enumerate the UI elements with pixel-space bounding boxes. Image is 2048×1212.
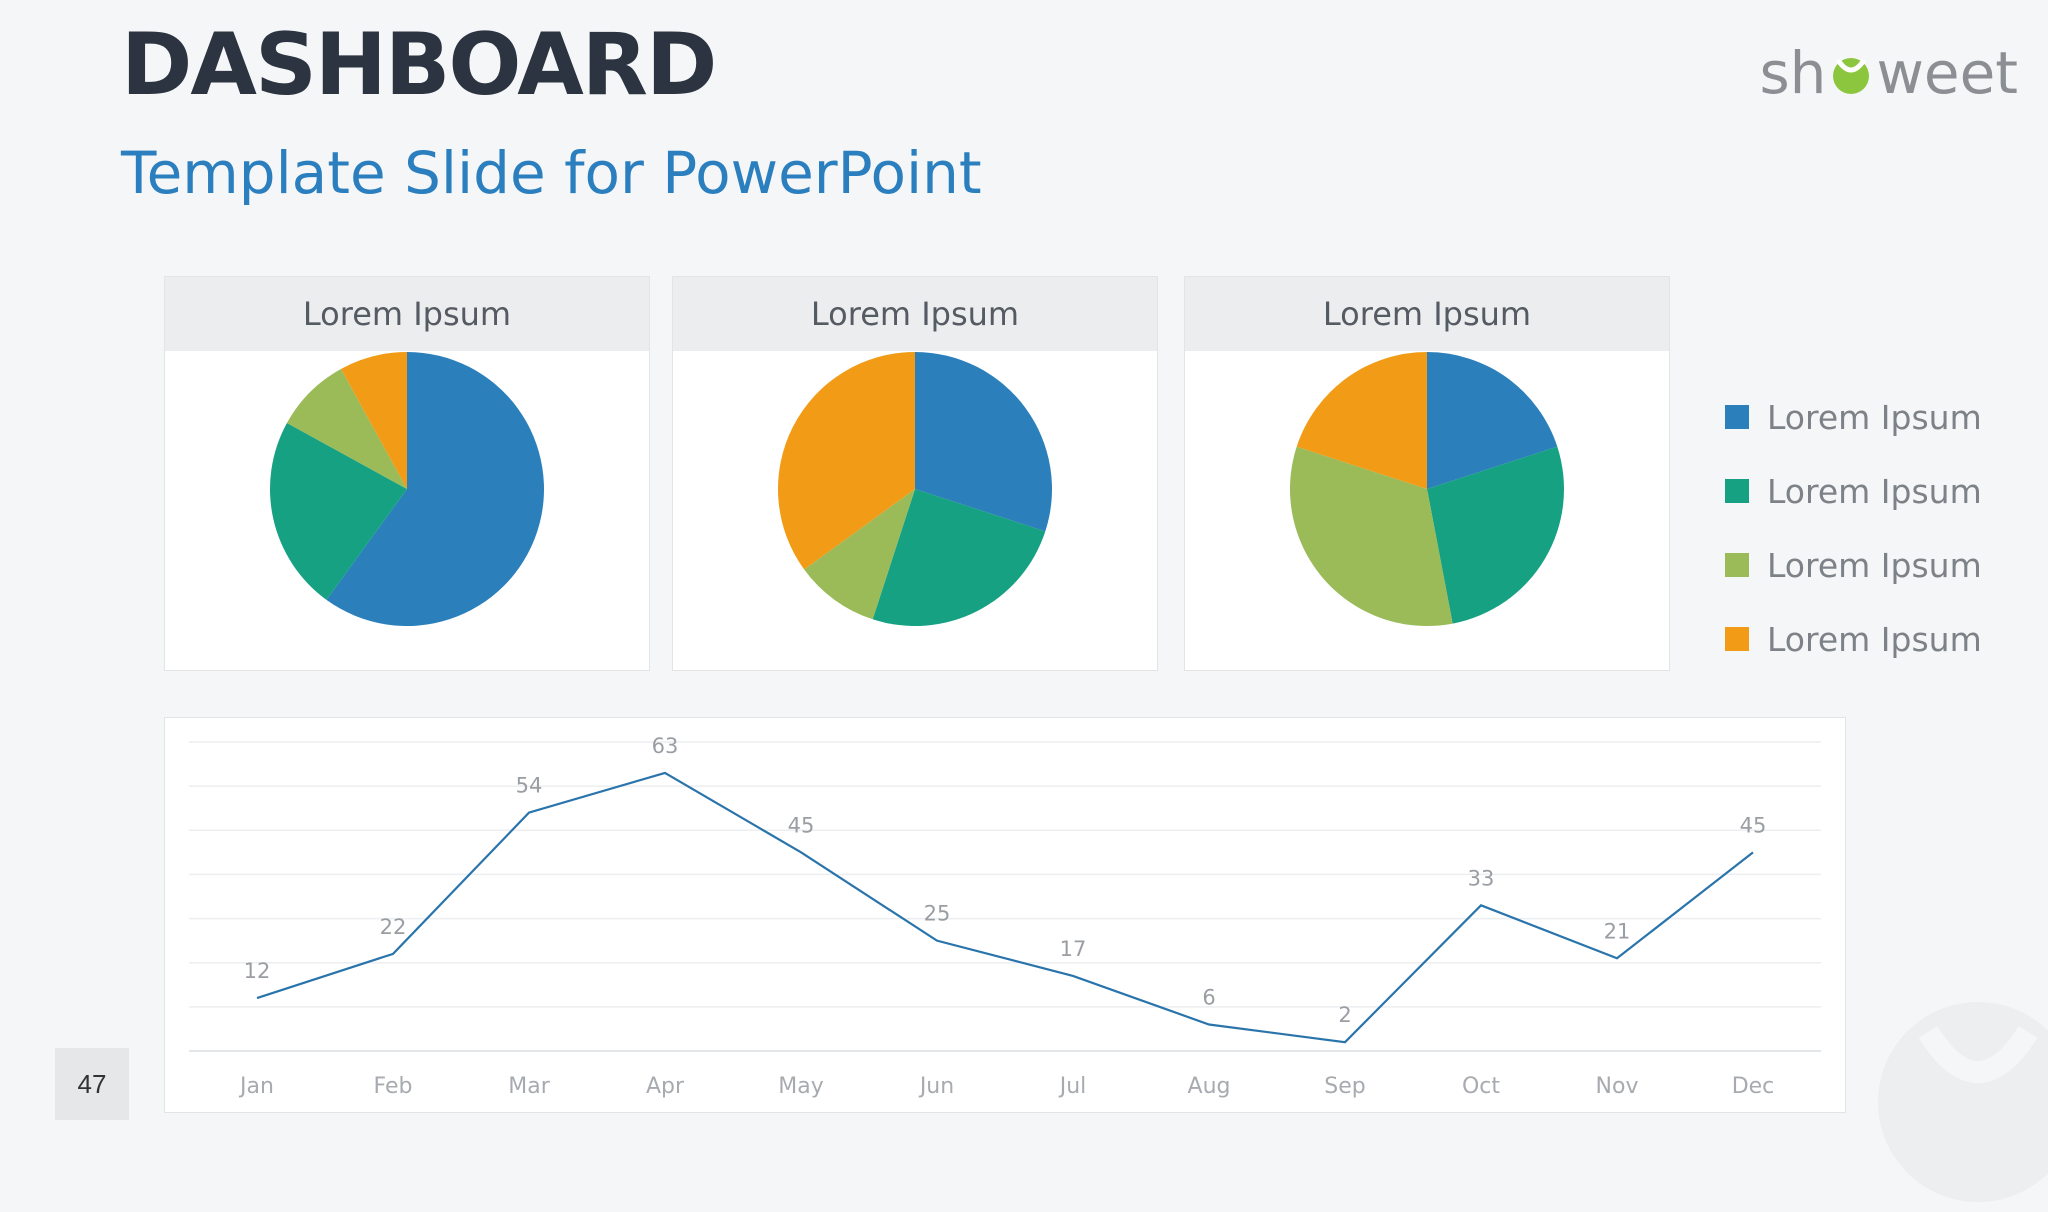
legend-swatch	[1725, 479, 1749, 503]
pie-slice	[915, 352, 1052, 532]
x-tick-label: Sep	[1324, 1074, 1365, 1099]
data-label: 17	[1060, 937, 1087, 961]
pie-slice	[1427, 446, 1564, 624]
x-tick-label: Aug	[1188, 1074, 1231, 1099]
legend-label: Lorem Ipsum	[1767, 397, 1982, 437]
x-tick-label: Jul	[1058, 1074, 1087, 1099]
legend-label: Lorem Ipsum	[1767, 545, 1982, 585]
pie-chart-3	[1290, 352, 1564, 626]
legend-item: Lorem Ipsum	[1725, 454, 1982, 528]
chart-legend: Lorem Ipsum Lorem Ipsum Lorem Ipsum Lore…	[1725, 380, 1982, 676]
page-subtitle: Template Slide for PowerPoint	[121, 139, 982, 207]
pie-panel-1: Lorem Ipsum	[164, 276, 650, 671]
x-tick-label: Jun	[918, 1074, 954, 1099]
x-tick-label: Apr	[646, 1074, 685, 1099]
pie-slice	[1290, 446, 1453, 626]
line-chart-panel: 12 22 54 63 45 25 17 6 2 33 21 45 Jan Feb Mar Apr May Jun…	[164, 717, 1846, 1113]
x-tick-label: Nov	[1596, 1074, 1639, 1099]
pie-panel-3: Lorem Ipsum	[1184, 276, 1670, 671]
logo-text-end: weet	[1876, 39, 2018, 107]
pie-slice	[804, 489, 915, 620]
pie-slice	[872, 489, 1046, 626]
data-label: 6	[1202, 986, 1215, 1010]
pie-slice	[1296, 352, 1427, 489]
pie-chart-1	[270, 352, 544, 626]
pie-title-2: Lorem Ipsum	[673, 277, 1157, 351]
pie-title-1: Lorem Ipsum	[165, 277, 649, 351]
series-line	[256, 771, 1754, 1044]
data-label: 12	[244, 959, 271, 983]
pie-slice	[340, 352, 407, 489]
data-label: 63	[652, 734, 679, 758]
data-label: 33	[1468, 866, 1495, 890]
pie-title-3: Lorem Ipsum	[1185, 277, 1669, 351]
data-label: 21	[1604, 919, 1631, 943]
brand-logo: sh weet	[1759, 44, 2018, 102]
legend-item: Lorem Ipsum	[1725, 528, 1982, 602]
x-tick-label: Oct	[1462, 1074, 1500, 1099]
logo-text-start: sh	[1759, 39, 1827, 107]
pie-slice	[286, 368, 407, 489]
data-label: 54	[516, 774, 543, 798]
legend-item: Lorem Ipsum	[1725, 380, 1982, 454]
legend-swatch	[1725, 553, 1749, 577]
x-tick-label: Dec	[1732, 1074, 1775, 1099]
data-label: 22	[380, 915, 407, 939]
legend-item: Lorem Ipsum	[1725, 602, 1982, 676]
x-tick-label: Jan	[238, 1074, 274, 1099]
line-chart: 12 22 54 63 45 25 17 6 2 33 21 45 Jan Feb Mar Apr May Jun…	[189, 734, 1821, 1099]
x-tick-label: May	[778, 1074, 823, 1099]
leaf-icon	[1833, 58, 1870, 94]
data-label: 2	[1338, 1003, 1351, 1027]
legend-swatch	[1725, 627, 1749, 651]
legend-label: Lorem Ipsum	[1767, 471, 1982, 511]
page-title: DASHBOARD	[121, 15, 717, 115]
data-label: 25	[924, 902, 951, 926]
x-tick-label: Mar	[508, 1074, 550, 1099]
data-label: 45	[788, 813, 815, 837]
pie-chart-2	[778, 352, 1052, 626]
pie-slice	[270, 422, 407, 600]
watermark-icon	[1878, 1002, 2048, 1202]
x-tick-label: Feb	[374, 1074, 413, 1099]
data-label: 45	[1740, 813, 1767, 837]
pie-slice	[326, 352, 544, 626]
pie-slice	[1427, 352, 1558, 489]
page-number: 47	[55, 1048, 129, 1120]
pie-panel-2: Lorem Ipsum	[672, 276, 1158, 671]
pie-slice	[778, 352, 915, 570]
legend-label: Lorem Ipsum	[1767, 619, 1982, 659]
legend-swatch	[1725, 405, 1749, 429]
